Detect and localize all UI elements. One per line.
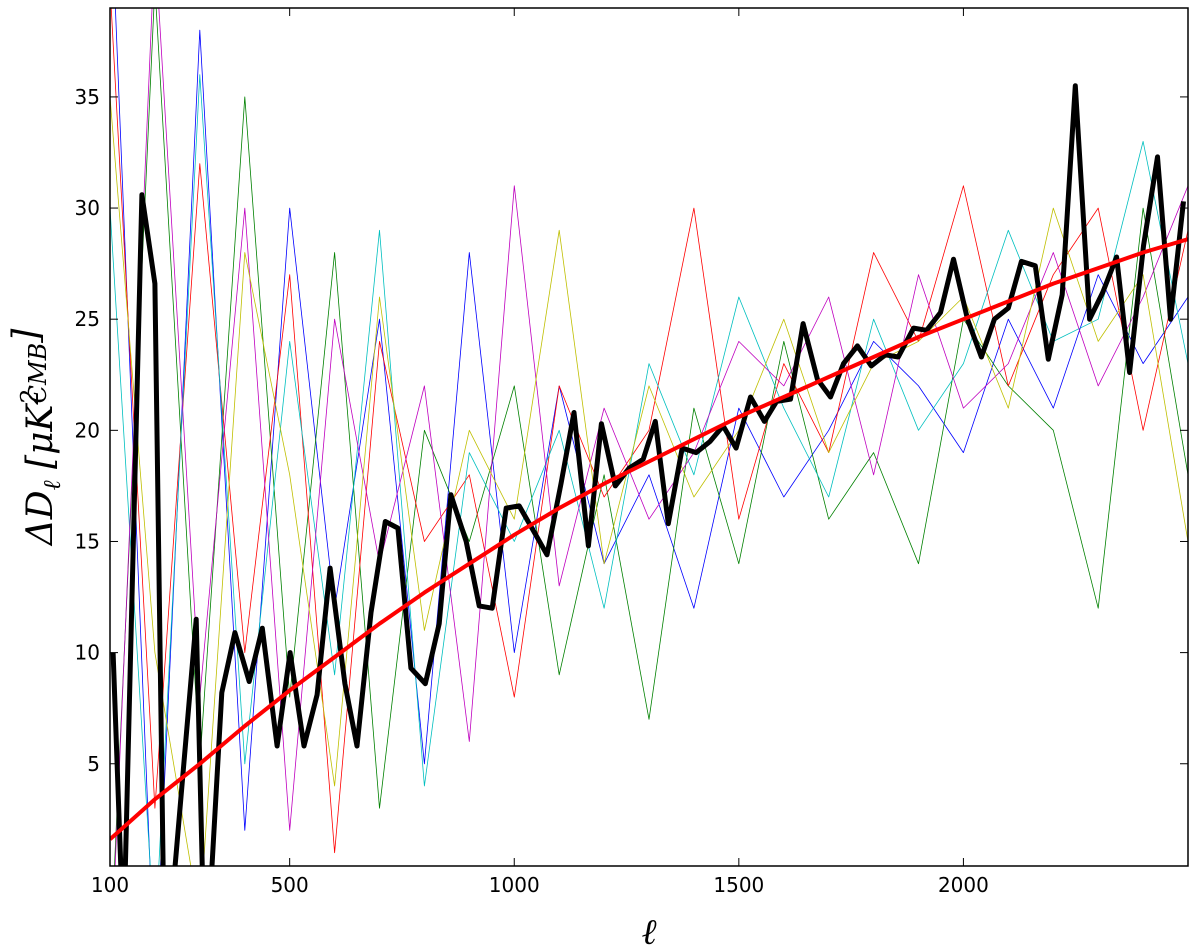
x-tick-label: 500 bbox=[271, 873, 309, 897]
data-line bbox=[114, 8, 1188, 866]
y-tick-label: 20 bbox=[75, 418, 100, 442]
x-tick-label: 2000 bbox=[938, 873, 989, 897]
y-axis-label-part: 2 bbox=[16, 389, 44, 405]
data-line bbox=[114, 8, 1188, 866]
x-tick-label: 1000 bbox=[489, 873, 540, 897]
plot-area bbox=[110, 8, 1188, 866]
data-line bbox=[110, 237, 1188, 841]
data-line bbox=[110, 8, 1188, 854]
y-tick-label: 5 bbox=[87, 752, 100, 776]
data-line bbox=[110, 83, 1186, 866]
data-line bbox=[110, 96, 1188, 866]
y-axis-label-part: ] bbox=[6, 328, 47, 344]
x-tick-label: 100 bbox=[91, 873, 129, 897]
y-tick-label: 30 bbox=[75, 196, 100, 220]
x-axis-label: ℓ bbox=[642, 912, 657, 952]
y-axis-label: ΔDℓ [μK2CMB] bbox=[6, 328, 66, 548]
y-axis-label-part: ℓ bbox=[38, 480, 66, 490]
data-line bbox=[110, 74, 1188, 866]
x-tick-label: 1500 bbox=[713, 873, 764, 897]
y-tick-label: 25 bbox=[75, 307, 100, 331]
y-axis-label-part: CMB bbox=[24, 343, 52, 404]
y-tick-label: 35 bbox=[75, 85, 100, 109]
y-axis-label-part: ΔD bbox=[20, 490, 61, 547]
y-axis-label-part: [μK bbox=[20, 403, 61, 481]
y-tick-label: 15 bbox=[75, 529, 100, 553]
y-tick-label: 10 bbox=[75, 641, 100, 665]
axes-frame bbox=[109, 7, 1189, 867]
